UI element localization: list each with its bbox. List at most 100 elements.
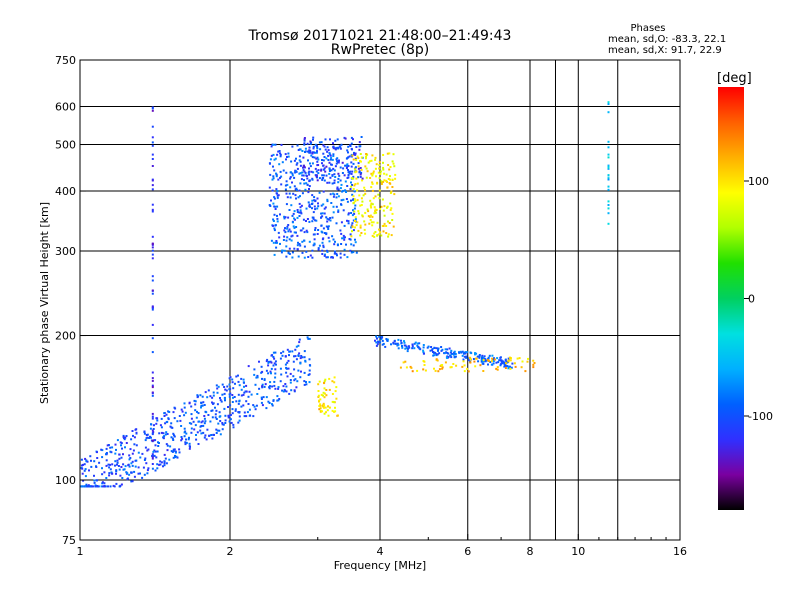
- data-point-0-460: [303, 356, 306, 359]
- data-point-0-396: [209, 420, 212, 423]
- data-point-0-699: [185, 441, 188, 444]
- data-point-0-309: [255, 404, 258, 407]
- data-point-1-121: [289, 196, 292, 199]
- data-point-1-504: [269, 158, 272, 161]
- data-point-5-156: [401, 346, 404, 349]
- data-point-1-39: [351, 193, 354, 196]
- data-point-3-92: [360, 168, 363, 171]
- data-point-2-114: [328, 168, 331, 170]
- data-point-0-301: [128, 465, 131, 468]
- data-point-1-238: [273, 197, 276, 200]
- data-point-0-131: [224, 414, 227, 417]
- data-point-5-108: [478, 355, 481, 358]
- data-point-0-64: [258, 360, 260, 363]
- data-point-0-128: [250, 393, 253, 396]
- data-point-0-43: [159, 460, 162, 463]
- data-point-1-481: [299, 160, 302, 163]
- data-point-2-66: [305, 175, 308, 177]
- data-point-1-36: [276, 214, 278, 217]
- data-point-1-386: [300, 229, 303, 232]
- data-point-2-31: [345, 167, 348, 170]
- data-point-1-231: [303, 182, 306, 185]
- data-point-3-83: [369, 204, 372, 207]
- data-point-1-112: [293, 231, 296, 234]
- data-point-6-4: [526, 360, 529, 363]
- data-point-0-116: [242, 404, 245, 407]
- data-point-0-552: [101, 482, 104, 485]
- data-point-0-136: [118, 468, 121, 471]
- data-point-4-40: [319, 398, 322, 401]
- data-point-3-124: [370, 206, 373, 209]
- data-point-0-11: [122, 434, 125, 437]
- data-point-0-410: [202, 401, 205, 404]
- data-point-0-543: [116, 459, 119, 462]
- data-point-0-682: [86, 485, 89, 488]
- data-point-0-654: [242, 378, 245, 381]
- data-point-6-63: [444, 361, 447, 364]
- data-point-1-287: [337, 161, 340, 164]
- data-point-5-72: [406, 350, 409, 353]
- data-point-0-213: [265, 360, 268, 363]
- data-point-0-419: [262, 396, 265, 399]
- data-point-0-207: [252, 404, 255, 407]
- data-point-0-88: [131, 464, 134, 467]
- data-point-0-433: [157, 445, 160, 447]
- data-point-7-41: [151, 136, 154, 139]
- data-point-1-523: [341, 190, 344, 193]
- data-point-0-600: [101, 481, 104, 484]
- data-point-2-42: [329, 138, 331, 141]
- data-point-1-266: [276, 190, 279, 192]
- data-point-1-529: [301, 192, 304, 195]
- data-point-1-103: [298, 155, 301, 158]
- data-point-5-136: [393, 340, 396, 343]
- data-point-1-521: [308, 185, 311, 188]
- data-point-0-601: [211, 409, 214, 412]
- data-point-0-564: [298, 341, 301, 344]
- data-point-3-182: [378, 197, 381, 200]
- data-point-0-221: [82, 485, 85, 488]
- data-point-0-569: [148, 437, 151, 439]
- data-point-6-56: [495, 367, 498, 370]
- data-point-3-89: [375, 163, 378, 166]
- data-point-3-55: [366, 170, 369, 173]
- data-point-1-93: [299, 209, 302, 212]
- data-point-1-47: [270, 199, 272, 202]
- data-point-1-404: [354, 218, 357, 220]
- data-point-2-37: [361, 177, 364, 180]
- data-point-3-104: [380, 234, 383, 237]
- data-point-3-186: [363, 186, 366, 189]
- data-point-1-249: [269, 173, 272, 176]
- data-point-1-12: [279, 155, 282, 158]
- data-point-0-281: [172, 411, 175, 414]
- data-point-1-205: [288, 228, 291, 231]
- data-point-0-599: [183, 431, 186, 434]
- data-point-0-344: [284, 363, 287, 366]
- data-point-0-480: [272, 399, 275, 402]
- data-point-1-223: [294, 194, 297, 197]
- data-point-5-80: [422, 351, 425, 354]
- data-point-5-135: [433, 346, 436, 349]
- data-point-0-529: [194, 409, 197, 412]
- data-point-2-62: [315, 175, 318, 178]
- data-point-5-138: [475, 352, 478, 355]
- data-point-3-165: [389, 182, 392, 185]
- data-point-5-48: [446, 348, 449, 351]
- data-point-1-435: [328, 240, 331, 243]
- data-point-0-452: [219, 397, 221, 399]
- data-point-8-21: [607, 204, 610, 206]
- data-point-0-576: [274, 387, 277, 390]
- data-point-0-278: [183, 427, 186, 430]
- data-point-0-342: [214, 406, 216, 409]
- data-point-5-57: [460, 351, 463, 354]
- data-point-1-322: [314, 219, 317, 222]
- data-point-5-77: [482, 357, 485, 359]
- data-point-7-17: [151, 455, 154, 458]
- data-point-3-147: [378, 164, 381, 167]
- data-point-0-636: [147, 467, 150, 470]
- data-point-1-384: [332, 256, 334, 259]
- data-point-5-59: [508, 365, 511, 368]
- data-point-1-510: [274, 224, 277, 227]
- data-point-2-61: [337, 172, 340, 175]
- data-point-0-522: [200, 421, 203, 424]
